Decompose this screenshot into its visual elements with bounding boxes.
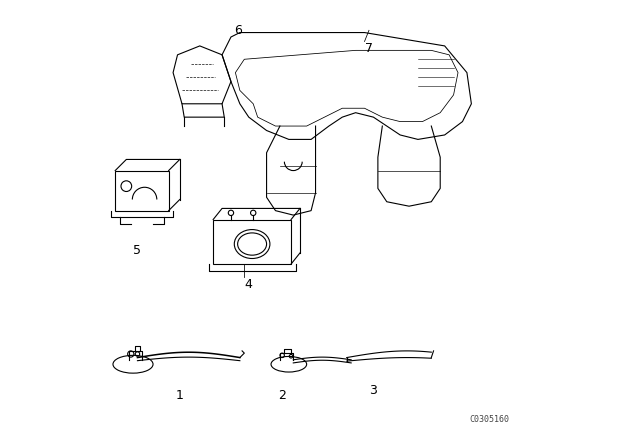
Text: 4: 4	[245, 278, 253, 291]
Text: 2: 2	[278, 389, 286, 402]
Text: 7: 7	[365, 42, 373, 55]
Bar	[115, 171, 168, 211]
Text: 1: 1	[176, 389, 184, 402]
Text: 6: 6	[234, 24, 241, 37]
Bar	[213, 220, 291, 264]
Text: 5: 5	[134, 244, 141, 257]
Text: C0305160: C0305160	[469, 415, 509, 424]
Text: 3: 3	[369, 384, 378, 397]
